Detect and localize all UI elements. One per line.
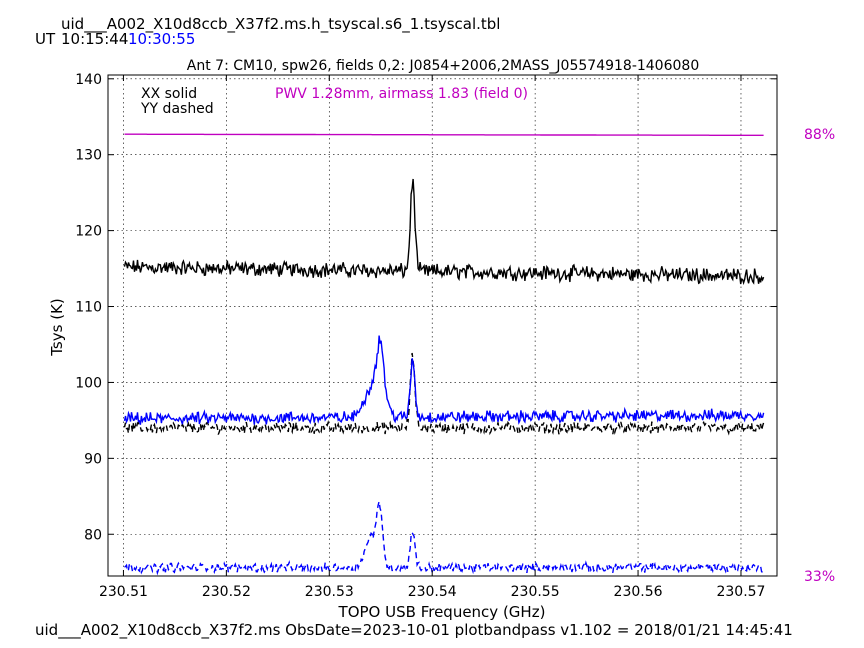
x-axis-label: TOPO USB Frequency (GHz) bbox=[338, 603, 546, 621]
chart-title: Ant 7: CM10, spw26, fields 0,2: J0854+20… bbox=[187, 58, 699, 74]
y-tick-label: 100 bbox=[75, 375, 102, 391]
legend-yy: YY dashed bbox=[140, 101, 214, 117]
header-time-2: 10:30:55 bbox=[128, 30, 195, 48]
grid-lines bbox=[108, 75, 777, 576]
x-tick-label: 230.51 bbox=[99, 584, 148, 600]
y-tick-label: 130 bbox=[75, 148, 102, 164]
series-line-1 bbox=[123, 352, 765, 436]
header-ut-label: UT bbox=[35, 30, 56, 48]
y-axis-label: Tsys (K) bbox=[48, 298, 66, 357]
axis-ticks bbox=[108, 75, 777, 576]
y-tick-label: 140 bbox=[75, 72, 102, 88]
plot-frame bbox=[107, 74, 778, 577]
series-line-2 bbox=[123, 335, 765, 425]
x-tick-label: 230.52 bbox=[202, 584, 251, 600]
header-filename: uid___A002_X10d8ccb_X37f2.ms.h_tsyscal.s… bbox=[61, 15, 500, 34]
series-group bbox=[123, 133, 765, 576]
series-line-3 bbox=[124, 501, 765, 576]
x-tick-label: 230.54 bbox=[408, 584, 457, 600]
transmission-label: 33% bbox=[804, 569, 835, 585]
transmission-labels: 88% 33% bbox=[804, 127, 835, 585]
legend-xx: XX solid bbox=[141, 86, 197, 102]
x-tick-label: 230.56 bbox=[614, 584, 663, 600]
series-line-0 bbox=[123, 178, 765, 286]
series-line-4 bbox=[124, 133, 764, 137]
y-tick-label: 110 bbox=[75, 300, 102, 316]
axis-tick-labels: 230.51 230.52 230.53 230.54 230.55 230.56 230.… bbox=[75, 72, 765, 600]
transmission-label: 88% bbox=[804, 127, 835, 143]
footer-text: uid___A002_X10d8ccb_X37f2.ms ObsDate=202… bbox=[35, 621, 793, 640]
x-tick-label: 230.55 bbox=[511, 584, 560, 600]
x-tick-label: 230.53 bbox=[305, 584, 354, 600]
x-tick-label: 230.57 bbox=[716, 584, 765, 600]
pwv-annotation: PWV 1.28mm, airmass 1.83 (field 0) bbox=[275, 86, 528, 102]
header-time-1: 10:15:44 bbox=[61, 30, 128, 48]
y-tick-label: 80 bbox=[84, 527, 102, 543]
y-tick-label: 120 bbox=[75, 224, 102, 240]
y-tick-label: 90 bbox=[84, 451, 102, 467]
